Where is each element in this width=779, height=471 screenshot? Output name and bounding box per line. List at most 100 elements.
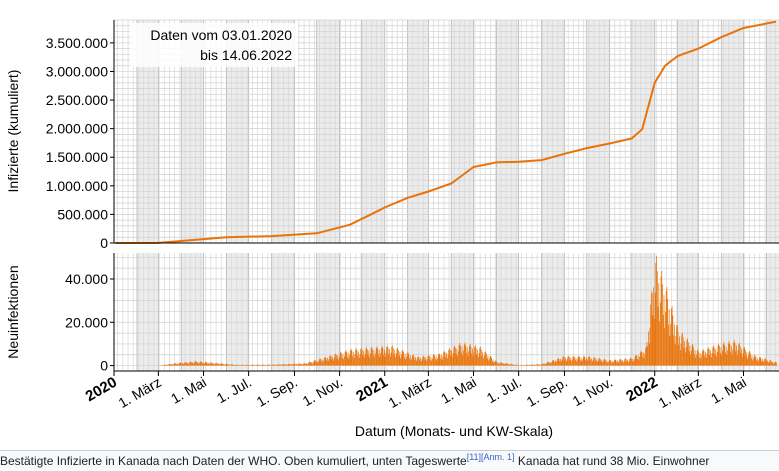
daily-bar bbox=[351, 349, 352, 366]
daily-bar bbox=[169, 364, 170, 365]
daily-bar bbox=[238, 365, 239, 366]
daily-bar bbox=[299, 363, 300, 365]
daily-bar bbox=[668, 325, 669, 366]
daily-bar bbox=[278, 364, 279, 365]
daily-bar bbox=[480, 347, 481, 366]
daily-bar bbox=[186, 364, 187, 366]
daily-bar bbox=[437, 358, 438, 366]
daily-bar bbox=[401, 355, 402, 365]
daily-bar bbox=[383, 348, 384, 365]
daily-bar bbox=[562, 357, 563, 365]
daily-bar bbox=[757, 358, 758, 366]
daily-bar bbox=[758, 361, 759, 365]
daily-bar bbox=[187, 363, 188, 366]
annotation-link[interactable]: [Anm. 1] bbox=[481, 452, 515, 462]
daily-bar bbox=[178, 364, 179, 366]
daily-bar bbox=[587, 359, 588, 365]
daily-bar bbox=[690, 355, 691, 366]
top-y-tick-label: 1.000.000 bbox=[46, 178, 108, 194]
daily-bar bbox=[365, 354, 366, 366]
daily-bar bbox=[386, 347, 387, 366]
daily-bar bbox=[421, 361, 422, 365]
daily-bar bbox=[454, 346, 455, 366]
daily-bar bbox=[669, 309, 670, 365]
daily-bar bbox=[212, 364, 213, 366]
daily-bar bbox=[291, 364, 292, 365]
daily-bar bbox=[654, 319, 655, 366]
bottom-month-shade bbox=[496, 253, 518, 371]
daily-bar bbox=[329, 359, 330, 365]
daily-bar bbox=[611, 362, 612, 365]
daily-bar bbox=[618, 361, 619, 365]
daily-bar bbox=[710, 350, 711, 365]
daily-bar bbox=[284, 364, 285, 365]
x-tick-label: 1. Mai bbox=[168, 374, 209, 407]
daily-bar bbox=[428, 356, 429, 366]
x-tick-label: 1. Mai bbox=[438, 374, 479, 407]
daily-bar bbox=[468, 351, 469, 365]
daily-bar bbox=[556, 363, 557, 366]
daily-bar bbox=[596, 361, 597, 366]
daily-bar bbox=[224, 365, 225, 366]
bottom-month-shade bbox=[317, 253, 340, 371]
daily-bar bbox=[566, 361, 567, 365]
daily-bar bbox=[514, 365, 515, 366]
daily-bar bbox=[490, 356, 491, 365]
daily-bar bbox=[636, 356, 637, 366]
daily-bar bbox=[358, 352, 359, 366]
daily-bar bbox=[374, 350, 375, 365]
daily-bar bbox=[453, 353, 454, 365]
daily-bar bbox=[763, 362, 764, 365]
daily-bar bbox=[181, 363, 182, 366]
daily-bar bbox=[345, 352, 346, 366]
daily-bar bbox=[430, 360, 431, 366]
daily-bar bbox=[180, 363, 181, 366]
daily-bar bbox=[744, 347, 745, 366]
daily-bar bbox=[674, 324, 675, 365]
daily-bar bbox=[506, 363, 507, 366]
daily-bar bbox=[391, 352, 392, 365]
daily-bar bbox=[397, 349, 398, 366]
daily-bar bbox=[721, 347, 722, 365]
daily-bar bbox=[380, 353, 381, 366]
daily-bar bbox=[269, 365, 270, 366]
daily-bar bbox=[175, 363, 176, 365]
daily-bar bbox=[293, 364, 294, 366]
x-tick-label-year: 2022 bbox=[623, 374, 660, 405]
daily-bar bbox=[728, 343, 729, 365]
daily-bar bbox=[653, 315, 654, 365]
daily-bar bbox=[658, 307, 659, 366]
daily-bar bbox=[724, 342, 725, 365]
daily-bar bbox=[272, 365, 273, 366]
top-month-shade bbox=[317, 20, 340, 243]
daily-bar bbox=[237, 365, 238, 366]
daily-bar bbox=[618, 363, 619, 366]
daily-bar bbox=[219, 364, 220, 365]
top-y-tick-label: 3.500.000 bbox=[46, 35, 108, 51]
daily-bar bbox=[296, 364, 297, 366]
daily-bar bbox=[574, 357, 575, 366]
bottom-month-shade bbox=[542, 253, 565, 371]
daily-bar bbox=[289, 364, 290, 366]
daily-bar bbox=[656, 256, 657, 365]
daily-bar bbox=[447, 358, 448, 365]
daily-bar bbox=[641, 352, 642, 366]
daily-bar bbox=[584, 356, 585, 366]
daily-bar bbox=[201, 362, 202, 366]
daily-bar bbox=[525, 365, 526, 366]
daily-bar bbox=[277, 365, 278, 366]
daily-bar bbox=[420, 358, 421, 365]
daily-bar bbox=[445, 357, 446, 366]
daily-bar bbox=[678, 332, 679, 365]
daily-bar bbox=[563, 356, 564, 365]
daily-bar bbox=[189, 362, 190, 366]
daily-bar bbox=[249, 365, 250, 366]
daily-bar bbox=[660, 302, 661, 365]
daily-bar bbox=[585, 360, 586, 365]
daily-bar bbox=[360, 349, 361, 365]
daily-bar bbox=[394, 350, 395, 365]
reference-link[interactable]: [11] bbox=[467, 452, 481, 462]
daily-bar bbox=[545, 363, 546, 365]
annotation-line-2: bis 14.06.2022 bbox=[200, 47, 292, 63]
daily-bar bbox=[277, 364, 278, 365]
